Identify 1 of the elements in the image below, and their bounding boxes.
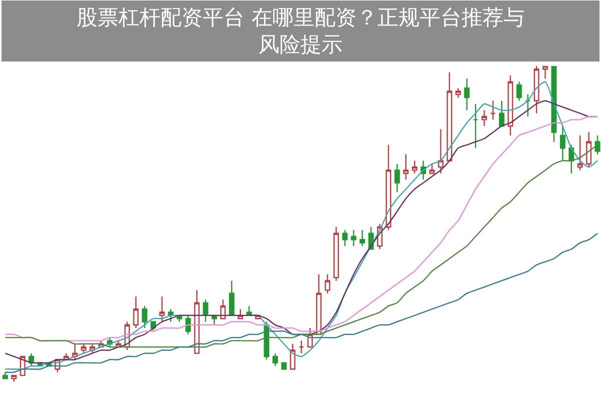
chart-title: 股票杠杆配资平台 在哪里配资？正规平台推荐与风险提示 [76,5,524,57]
